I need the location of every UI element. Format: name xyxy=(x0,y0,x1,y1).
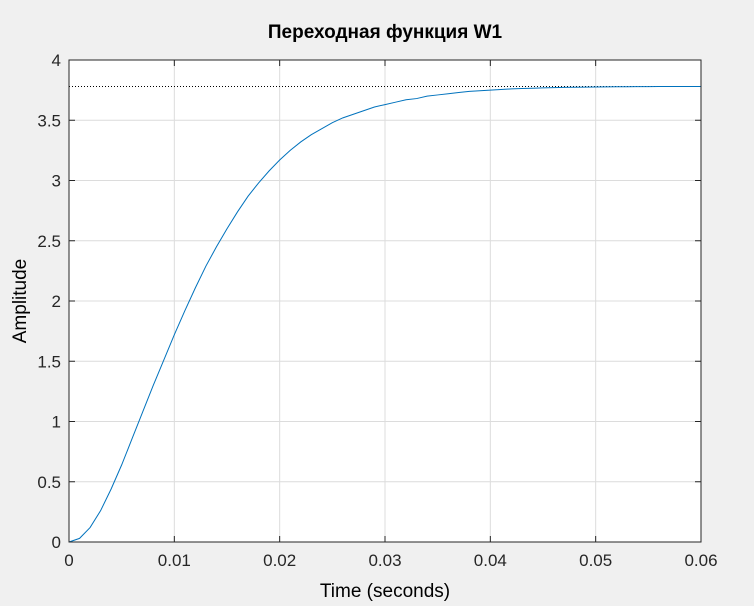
x-tick-label-2: 0.02 xyxy=(263,551,296,570)
y-tick-label-4: 2 xyxy=(52,292,61,311)
x-tick-label-1: 0.01 xyxy=(158,551,191,570)
x-tick-label-0: 0 xyxy=(64,551,73,570)
x-tick-label-3: 0.03 xyxy=(368,551,401,570)
grid-lines xyxy=(69,60,701,542)
y-tick-label-5: 2.5 xyxy=(37,232,61,251)
x-tick-label-4: 0.04 xyxy=(474,551,507,570)
x-axis-label: Time (seconds) xyxy=(320,581,450,602)
y-tick-label-0: 0 xyxy=(52,533,61,552)
x-tick-label-5: 0.05 xyxy=(579,551,612,570)
x-tick-label-6: 0.06 xyxy=(684,551,717,570)
chart-title: Переходная функция W1 xyxy=(268,22,503,43)
y-tick-label-3: 1.5 xyxy=(37,352,61,371)
y-tick-label-2: 1 xyxy=(52,413,61,432)
y-tick-label-7: 3.5 xyxy=(37,111,61,130)
y-tick-labels: 0 0.5 1 1.5 2 2.5 3 3.5 4 xyxy=(37,51,61,552)
tick-marks xyxy=(68,59,702,543)
step-response-line[interactable] xyxy=(68,86,701,543)
x-tick-labels: 0 0.01 0.02 0.03 0.04 0.05 0.06 xyxy=(64,551,717,570)
y-tick-label-1: 0.5 xyxy=(37,473,61,492)
y-axis-label: Amplitude xyxy=(10,259,31,344)
y-tick-label-6: 3 xyxy=(52,172,61,191)
y-tick-label-8: 4 xyxy=(52,51,61,70)
